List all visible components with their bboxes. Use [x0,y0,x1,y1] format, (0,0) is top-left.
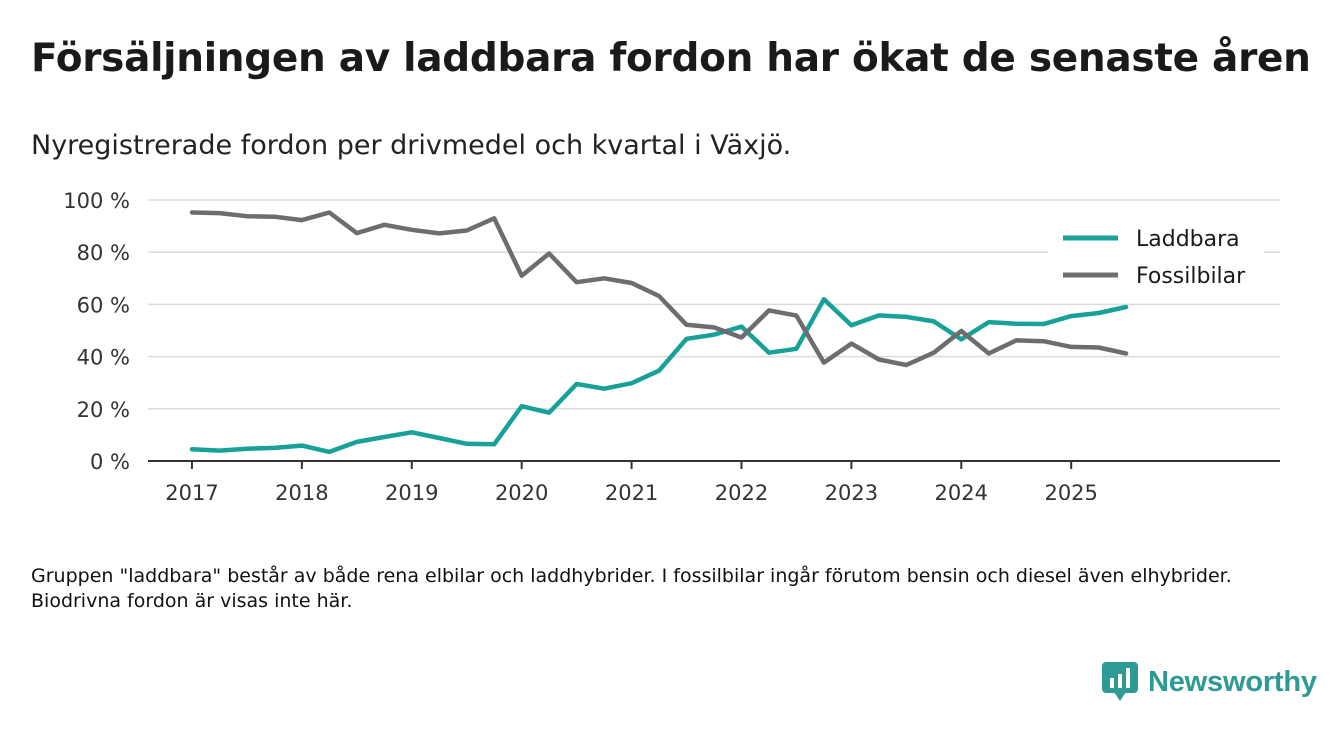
y-axis-ticks: 0 % 20 % 40 % 60 % 80 % 100 % [63,189,130,474]
legend-label-laddbara: Laddbara [1136,227,1240,252]
y-tick-label: 40 % [77,346,130,370]
x-tick-label: 2024 [935,481,988,500]
x-tick-label: 2021 [605,481,658,500]
brand-name: Newsworthy [1148,665,1317,698]
y-tick-label: 100 % [63,189,130,213]
legend: Laddbara Fossilbilar [1048,222,1264,294]
x-tick-label: 2025 [1044,481,1097,500]
y-tick-label: 20 % [77,398,130,422]
y-tick-label: 80 % [77,241,130,265]
x-tick-label: 2019 [385,481,438,500]
x-tick-label: 2017 [165,481,218,500]
x-tick-label: 2023 [825,481,878,500]
footnote: Gruppen "laddbara" består av både rena e… [31,565,1232,612]
legend-background [1048,222,1264,294]
x-tick-label: 2018 [275,481,328,500]
chart-subtitle: Nyregistrerade fordon per drivmedel och … [31,130,792,161]
x-axis-ticks: 2017 2018 2019 2020 2021 2022 2023 2024 2025 [165,461,1098,500]
y-tick-label: 60 % [77,293,130,317]
x-tick-label: 2020 [495,481,548,500]
series-line-laddbara [189,296,1129,455]
y-tick-label: 0 % [90,450,130,474]
series-lines [189,210,1129,455]
newsworthy-logo: Newsworthy [1102,662,1317,702]
chart-title: Försäljningen av laddbara fordon har öka… [31,36,1311,81]
series-line-fossilbilar [189,210,1129,368]
legend-label-fossilbilar: Fossilbilar [1136,264,1246,289]
x-tick-label: 2022 [715,481,768,500]
bar-chart-logo-icon [1102,662,1138,701]
line-chart: 0 % 20 % 40 % 60 % 80 % 100 % 2017 2018 2019 202… [63,189,1280,500]
